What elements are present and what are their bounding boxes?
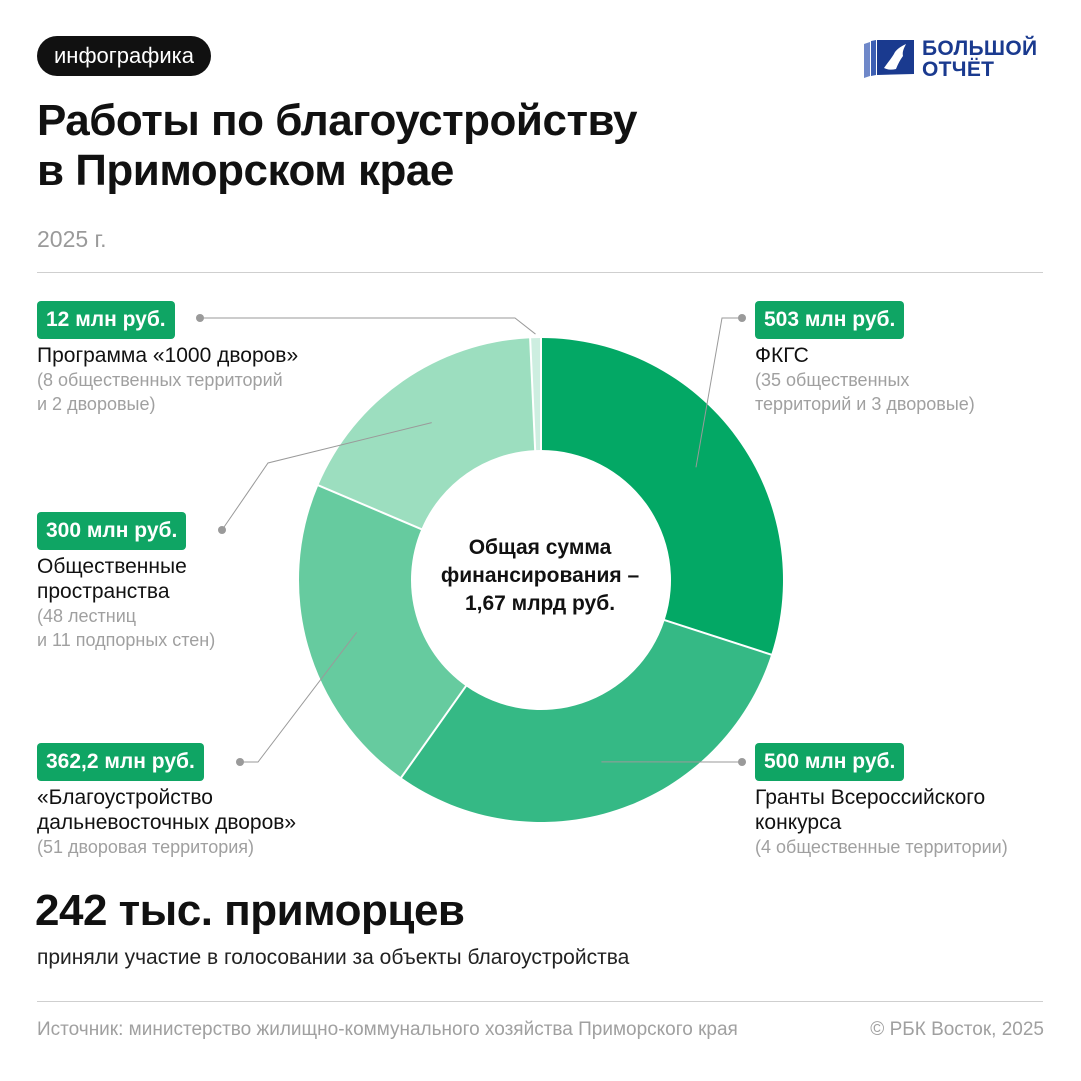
value-badge: 362,2 млн руб. [37,743,204,781]
slice-name-line: Общественные [37,555,187,578]
slice-note-line: (8 общественных территорий [37,370,283,390]
slice-note-line: территорий и 3 дворовые) [755,394,975,414]
value-badge: 300 млн руб. [37,512,187,550]
leader-dot [738,314,746,322]
value-badge: 503 млн руб. [755,301,905,339]
slice-name: ФКГС [755,343,975,368]
leader-dot [196,314,204,322]
center-line: финансирования – [440,564,640,587]
slice-name-line: дальневосточных дворов» [37,811,297,834]
leader-dot [236,758,244,766]
category-tag: инфографика [37,36,212,76]
slice-note: (48 лестниц и 11 подпорных стен) [37,604,215,652]
slice-note-line: и 11 подпорных стен) [37,630,216,650]
source-note: Источник: министерство жилищно-коммуналь… [37,1019,738,1040]
slice-label-far-east-yards: 362,2 млн руб. «Благоустройство дальнево… [37,743,296,859]
center-line: Общая сумма [468,536,612,559]
slice-note-line: (51 дворовая территория) [37,837,255,857]
title-line-1: Работы по благоустройству [37,96,637,145]
copyright: © РБК Восток, 2025 [870,1019,1044,1040]
donut-center-total: Общая сумма финансирования – 1,67 млрд р… [400,534,680,618]
logo-book-icon [864,40,914,78]
footer-divider [37,1001,1043,1002]
slice-name: Общественные пространства [37,554,215,604]
slice-name: Гранты Всероссийского конкурса [755,785,1008,835]
leader-line [221,422,432,531]
slice-note-line: и 2 дворовые) [37,394,156,414]
slice-name-line: ФКГС [755,344,809,367]
slice-separator [316,484,423,531]
participants-text: приняли участие в голосовании за объекты… [37,946,630,969]
leader-dot [738,758,746,766]
bolshoy-otchet-logo: БОЛЬШОЙ ОТЧЁТ [862,38,1044,80]
leader-line [200,317,536,335]
year-subtitle: 2025 г. [37,226,107,252]
slice-name: Программа «1000 дворов» [37,343,298,368]
slice-separator [399,684,468,779]
slice-name-line: пространства [37,580,170,603]
slice-label-grants: 500 млн руб. Гранты Всероссийского конку… [755,743,1008,859]
slice-name-line: Программа «1000 дворов» [37,344,299,367]
slice-note: (51 дворовая территория) [37,835,296,859]
slice-far-east-yards [298,485,466,778]
leader-line [240,631,358,763]
leader-dot [218,526,226,534]
slice-note: (4 общественные территории) [755,835,1008,859]
leader-line [695,317,742,468]
header-divider [37,272,1043,273]
slice-name-line: Гранты Всероссийского [755,786,986,809]
slice-label-1000-yards: 12 млн руб. Программа «1000 дворов» (8 о… [37,301,298,416]
page-title: Работы по благоустройству в Приморском к… [37,96,797,196]
logo-wordmark: БОЛЬШОЙ ОТЧЁТ [922,38,1037,80]
slice-note-line: (48 лестниц [37,606,137,626]
logo-line-2: ОТЧЁТ [922,58,995,81]
slice-separator [529,337,537,452]
slice-note: (8 общественных территорий и 2 дворовые) [37,368,298,416]
slice-name-line: «Благоустройство [37,786,213,809]
slice-label-fkgs: 503 млн руб. ФКГС (35 общественных терри… [755,301,975,416]
logo-line-1: БОЛЬШОЙ [922,37,1038,60]
title-line-2: в Приморском крае [37,146,454,195]
value-badge: 500 млн руб. [755,743,905,781]
slice-name-line: конкурса [755,811,842,834]
slice-name: «Благоустройство дальневосточных дворов» [37,785,296,835]
participants-number: 242 тыс. приморцев [35,886,465,935]
value-badge: 12 млн руб. [37,301,175,339]
slice-label-public-spaces: 300 млн руб. Общественные пространства (… [37,512,215,652]
slice-note-line: (35 общественных [755,370,910,390]
center-line: 1,67 млрд руб. [464,592,616,615]
slice-1000-yards [530,338,541,451]
slice-fkgs [541,338,783,655]
slice-grants [401,620,772,822]
slice-separator [663,618,773,656]
slice-note-line: (4 общественные территории) [755,837,1008,857]
slice-public-spaces [318,338,536,530]
slice-note: (35 общественных территорий и 3 дворовые… [755,368,975,416]
